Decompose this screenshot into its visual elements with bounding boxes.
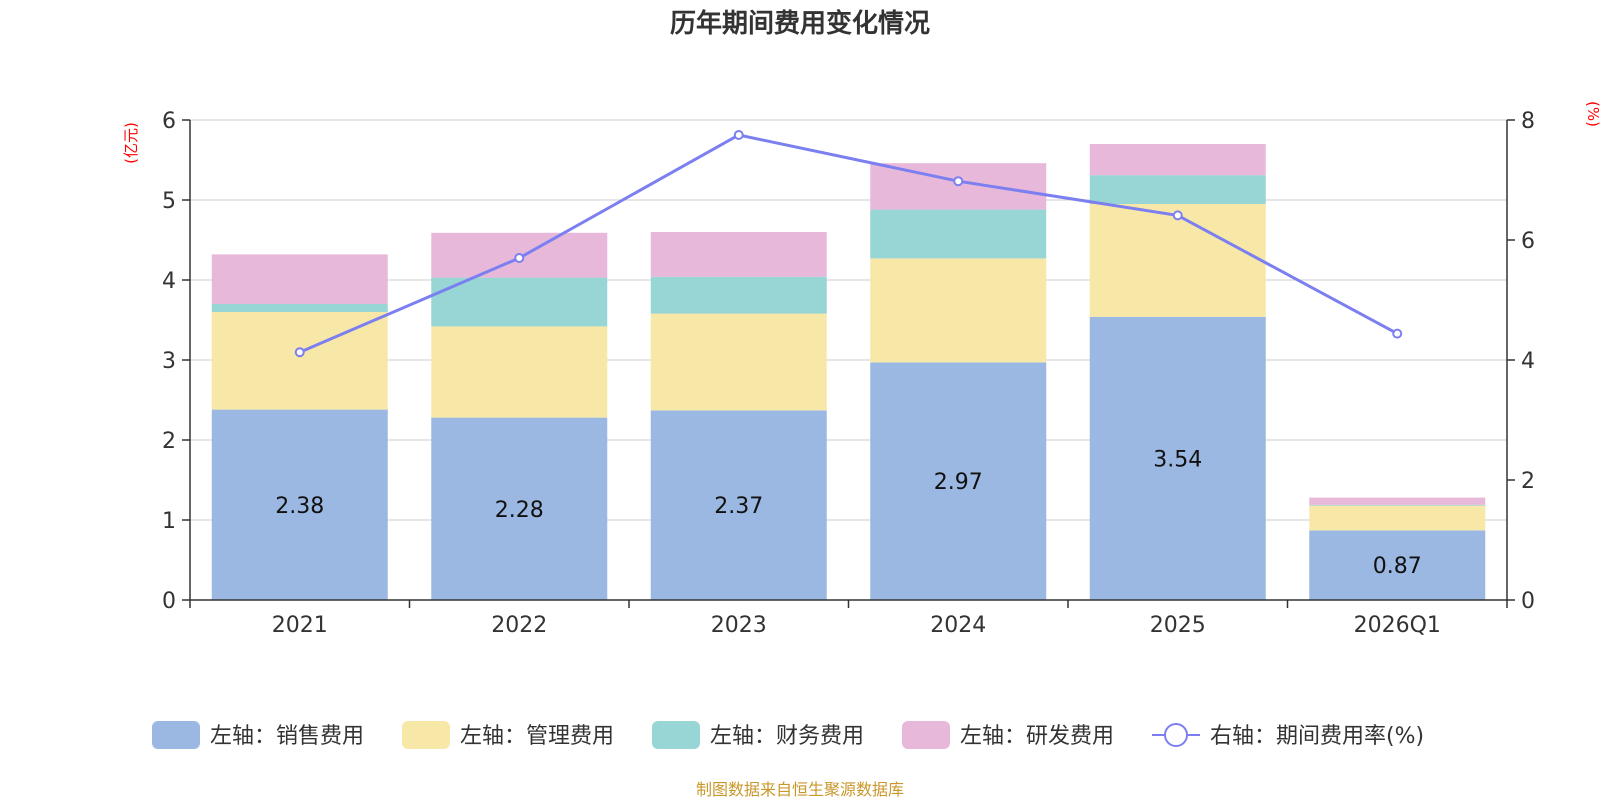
bar-admin-2024 [870, 258, 1047, 363]
x-axis-tick-label: 2025 [1150, 613, 1206, 638]
right-axis-tick-label: 6 [1521, 229, 1535, 254]
bar-finance-2024 [870, 209, 1047, 259]
chart-title: 历年期间费用变化情况 [670, 8, 930, 39]
bar-sales-2023 [650, 410, 827, 600]
legend-label-rnd: 左轴：研发费用 [960, 724, 1114, 749]
left-axis-tick-label: 1 [162, 509, 176, 534]
right-axis-tick-label: 2 [1521, 469, 1535, 494]
bar-finance-2021 [211, 304, 388, 312]
bar-admin-2023 [650, 313, 827, 411]
grid-lines [190, 119, 1507, 521]
x-axis-tick-label: 2023 [711, 613, 767, 638]
bar-finance-2025 [1089, 175, 1266, 204]
data-label-sales: 0.87 [1373, 554, 1422, 579]
expense-ratio-point-2022 [514, 253, 525, 263]
data-label-sales: 2.97 [934, 470, 983, 495]
legend-swatch-finance [652, 721, 700, 749]
legend-label-line: 右轴：期间费用率(%) [1210, 724, 1424, 749]
data-label-sales: 3.54 [1153, 447, 1202, 472]
legend-swatch-rnd [902, 721, 950, 749]
right-axis-tick-label: 4 [1521, 349, 1535, 374]
left-axis-tick-label: 6 [162, 109, 176, 134]
bar-admin-2026Q1 [1309, 505, 1486, 531]
bar-sales-2022 [431, 417, 608, 600]
data-labels: 2.38 2.28 2.37 2.97 3.54 0.87 [275, 447, 1421, 579]
bar-sales-2024 [870, 362, 1047, 600]
x-axis-tick-label: 2026Q1 [1354, 613, 1441, 638]
bars [211, 144, 1486, 600]
expense-ratio-line [294, 130, 1403, 358]
data-label-sales: 2.28 [495, 498, 544, 523]
left-axis-tick-label: 2 [162, 429, 176, 454]
bar-sales-2025 [1089, 316, 1266, 600]
expense-ratio-polyline [299, 133, 1398, 354]
right-axis-unit: (%) [1584, 101, 1600, 127]
expense-ratio-point-2021 [294, 347, 305, 358]
x-axis-tick-label: 2022 [491, 613, 547, 638]
x-axis-tick-label: 2021 [272, 613, 328, 638]
bar-finance-2022 [431, 277, 608, 327]
expense-ratio-point-2023 [733, 130, 744, 140]
legend-marker-line [1164, 723, 1188, 747]
bar-rnd-2025 [1089, 144, 1266, 176]
legend-swatch-admin [402, 721, 450, 749]
legend-label-admin: 左轴：管理费用 [460, 724, 614, 749]
legend-label-finance: 左轴：财务费用 [710, 724, 864, 749]
right-axis-tick-label: 8 [1521, 109, 1535, 134]
bar-rnd-2023 [650, 232, 827, 277]
bar-rnd-2021 [211, 254, 388, 304]
source-note: 制图数据来自恒生聚源数据库 [696, 780, 904, 799]
legend: 左轴：销售费用 左轴：管理费用 左轴：财务费用 左轴：研发费用 右轴：期间费用率(%) [152, 721, 1424, 749]
data-label-sales: 2.37 [714, 494, 763, 519]
bar-finance-2026Q1 [1309, 504, 1486, 506]
x-axis-tick-label: 2024 [930, 613, 986, 638]
expense-ratio-point-2026Q1 [1392, 328, 1403, 339]
legend-swatch-sales [152, 721, 200, 749]
data-label-sales: 2.38 [275, 494, 324, 519]
left-axis-tick-label: 3 [162, 349, 176, 374]
bar-rnd-2024 [870, 163, 1047, 210]
left-axis-tick-label: 5 [162, 189, 176, 214]
expense-ratio-point-2024 [953, 176, 964, 187]
left-axis-tick-label: 4 [162, 269, 176, 294]
bar-admin-2022 [431, 326, 608, 418]
bar-rnd-2026Q1 [1309, 497, 1486, 505]
bar-sales-2021 [211, 409, 388, 600]
bar-admin-2025 [1089, 204, 1266, 317]
legend-label-sales: 左轴：销售费用 [210, 724, 364, 749]
bar-finance-2023 [650, 276, 827, 314]
left-axis-unit: (亿元) [122, 122, 140, 164]
left-axis-tick-label: 0 [162, 589, 176, 614]
axes: 0 1 2 3 4 5 6 0 2 4 6 8 2021 2022 2023 2024 2025 2026Q1 [162, 109, 1535, 638]
right-axis-tick-label: 0 [1521, 589, 1535, 614]
bar-sales-2026Q1 [1309, 530, 1486, 600]
expense-ratio-point-2025 [1172, 210, 1183, 221]
